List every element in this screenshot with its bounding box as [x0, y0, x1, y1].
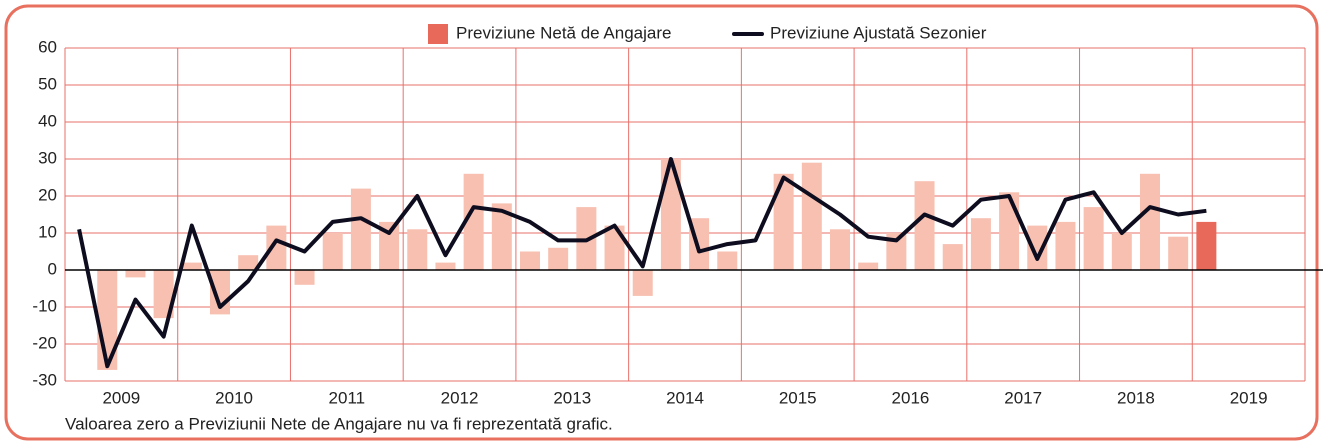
bar — [1196, 221, 1217, 270]
bar — [294, 270, 315, 285]
bar — [801, 162, 822, 270]
bar — [830, 229, 850, 270]
y-tick-label: -30 — [32, 370, 57, 389]
legend-label: Previziune Ajustată Sezonier — [770, 23, 987, 42]
y-tick-label: 10 — [38, 222, 57, 241]
bar — [463, 173, 484, 270]
bar — [125, 270, 146, 278]
y-tick-label: 0 — [48, 259, 57, 278]
y-tick-label: -20 — [32, 333, 57, 352]
bar — [520, 251, 540, 270]
bar — [350, 188, 371, 270]
bar — [181, 262, 202, 270]
y-tick-label: 60 — [38, 37, 57, 56]
x-tick-label: 2016 — [892, 388, 930, 407]
bar — [153, 270, 174, 319]
bar — [914, 181, 935, 270]
bar — [999, 192, 1020, 270]
bar — [1168, 236, 1189, 270]
x-tick-label: 2009 — [102, 388, 140, 407]
bar — [773, 173, 794, 270]
x-tick-label: 2019 — [1230, 388, 1268, 407]
bar — [548, 247, 569, 270]
bar — [632, 270, 653, 296]
bar — [717, 251, 738, 270]
bar — [266, 225, 287, 270]
bar — [1083, 207, 1104, 270]
bar — [942, 244, 963, 270]
bar — [97, 270, 118, 370]
bar — [1111, 233, 1132, 270]
y-tick-label: 40 — [38, 111, 57, 130]
x-tick-label: 2010 — [215, 388, 253, 407]
y-tick-label: 20 — [38, 185, 57, 204]
line — [77, 157, 1207, 369]
bar — [491, 203, 512, 270]
x-tick-label: 2011 — [329, 388, 366, 407]
bar — [435, 262, 456, 270]
bar — [1055, 221, 1076, 270]
bar — [407, 229, 428, 270]
y-tick-label: 50 — [38, 74, 57, 93]
bar — [970, 218, 991, 270]
bar — [1140, 173, 1160, 270]
x-tick-label: 2018 — [1117, 388, 1155, 407]
x-tick-label: 2015 — [779, 388, 817, 407]
legend-label: Previziune Netă de Angajare — [456, 23, 671, 42]
x-tick-label: 2012 — [441, 388, 479, 407]
footnote: Valoarea zero a Previziunii Nete de Anga… — [65, 414, 613, 433]
y-tick-label: 30 — [38, 148, 57, 167]
bar — [238, 255, 259, 270]
bar — [858, 262, 879, 270]
bar — [322, 233, 343, 270]
frame — [4, 4, 1319, 441]
bar — [886, 233, 907, 270]
bar — [379, 221, 400, 270]
legend-swatch — [428, 24, 448, 44]
y-tick-label: -10 — [32, 296, 57, 315]
x-tick-label: 2014 — [666, 388, 704, 407]
bar — [1027, 225, 1048, 270]
x-tick-label: 2017 — [1004, 388, 1042, 407]
x-tick-label: 2013 — [553, 388, 591, 407]
bar — [604, 225, 625, 270]
bar — [660, 159, 681, 270]
